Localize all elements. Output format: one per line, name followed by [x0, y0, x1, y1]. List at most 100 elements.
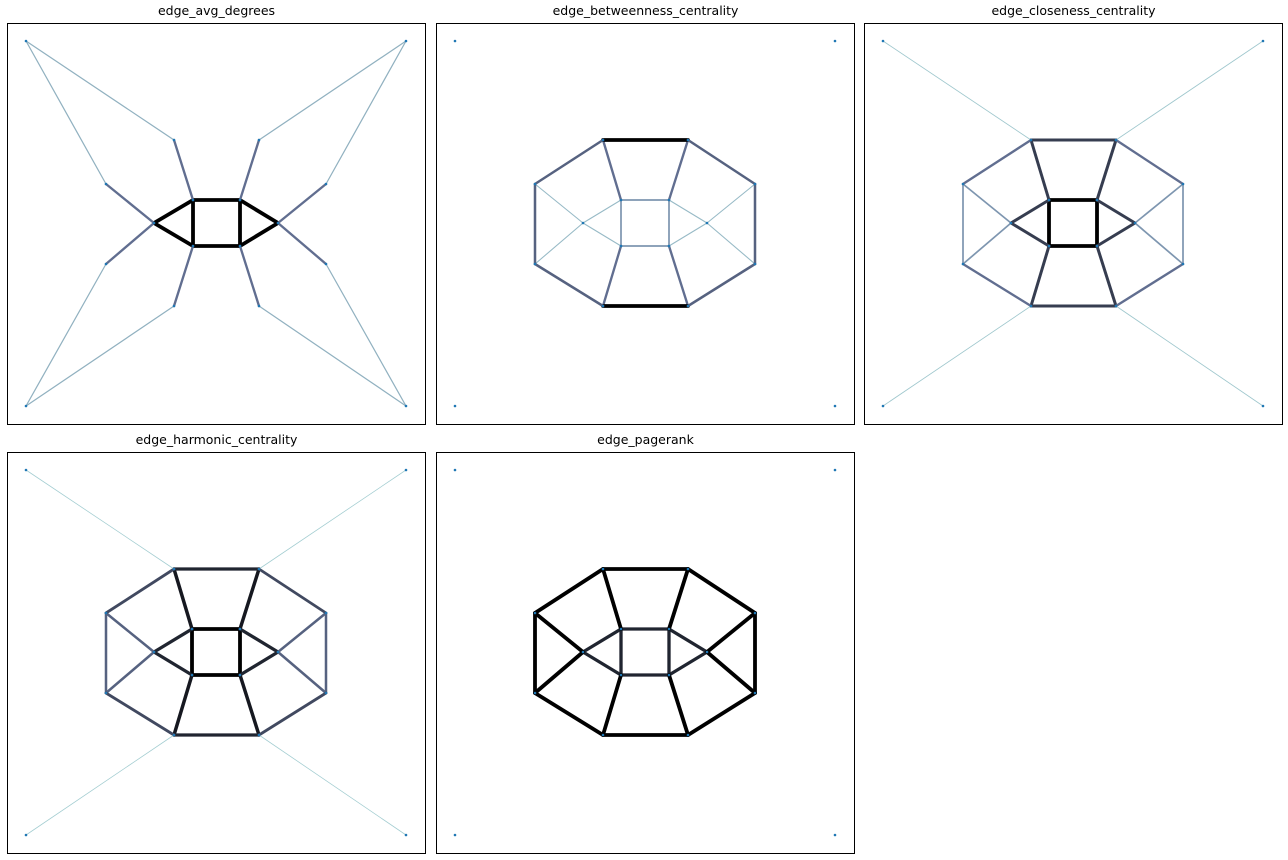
- graph-edge: [601, 138, 623, 202]
- graph-node: [581, 650, 585, 654]
- graph-node: [404, 833, 408, 837]
- graph-edge: [686, 138, 757, 186]
- graph-node: [753, 182, 757, 186]
- graph-node: [753, 691, 757, 695]
- graph-node: [1181, 262, 1185, 266]
- graph-node: [961, 262, 965, 266]
- graph-edge: [1095, 198, 1137, 225]
- graph-node: [257, 138, 261, 142]
- graph-node: [172, 138, 176, 142]
- panel-edge-harmonic-centrality: edge_harmonic_centrality: [7, 429, 426, 854]
- graph-node: [667, 198, 671, 202]
- panel-edge-pagerank: edge_pagerank: [436, 429, 855, 854]
- graph-edge: [581, 627, 623, 654]
- graph-node: [581, 221, 585, 225]
- graph-node: [619, 627, 623, 631]
- graph-node: [705, 650, 709, 654]
- graph-edge: [534, 222, 584, 265]
- graph-node: [324, 182, 328, 186]
- graph-edge: [172, 567, 194, 631]
- graph-edge: [882, 40, 1032, 141]
- graph-edge: [533, 691, 605, 737]
- graph-edge: [25, 734, 175, 836]
- graph-node: [24, 39, 28, 43]
- graph-node: [404, 39, 408, 43]
- graph-edge: [172, 673, 194, 737]
- graph-edge: [152, 221, 195, 248]
- graph-edge: [667, 673, 690, 737]
- graph-node: [601, 567, 605, 571]
- panel-edge-betweenness-centrality: edge_betweenness_centrality: [436, 0, 855, 425]
- graph-node: [238, 244, 242, 248]
- graph-edge: [258, 305, 407, 407]
- graph-node: [190, 673, 194, 677]
- graph-edge: [25, 305, 175, 407]
- graph-node: [1029, 138, 1033, 142]
- graph-node: [1047, 244, 1051, 248]
- graph-edge: [533, 262, 605, 308]
- graph-node: [686, 138, 690, 142]
- panel-title: edge_betweenness_centrality: [552, 3, 739, 18]
- panel-edge-closeness-centrality: edge_closeness_centrality: [864, 0, 1283, 425]
- graph-edge: [686, 262, 757, 308]
- graph-node: [601, 138, 605, 142]
- graph-edge: [238, 198, 280, 225]
- graph-edge: [104, 650, 156, 695]
- graph-node: [104, 611, 108, 615]
- graph-edge: [533, 650, 585, 695]
- graph-node: [961, 182, 965, 186]
- graph-node: [1261, 39, 1265, 43]
- graph-edge: [238, 627, 280, 654]
- graph-edge: [581, 650, 623, 677]
- graph-node: [104, 182, 108, 186]
- graph-edge: [258, 734, 407, 836]
- graph-edge: [276, 611, 328, 654]
- graph-edge: [25, 40, 175, 141]
- graph-edge: [668, 199, 708, 224]
- graph-node: [172, 733, 176, 737]
- graph-node: [191, 244, 195, 248]
- graph-node: [24, 468, 28, 472]
- graph-node: [1114, 304, 1118, 308]
- graph-node: [686, 567, 690, 571]
- graph-edge: [601, 567, 623, 631]
- graph-node: [1133, 221, 1137, 225]
- graph-edge: [962, 183, 1012, 224]
- graph-node: [833, 468, 837, 472]
- graph-edge: [1029, 244, 1051, 308]
- graph-node: [533, 691, 537, 695]
- graph-node: [404, 404, 408, 408]
- graph-node: [601, 733, 605, 737]
- graph-edge: [152, 627, 194, 654]
- graph-node: [238, 673, 242, 677]
- graph-edge: [152, 198, 195, 225]
- graph-edge: [1095, 138, 1118, 202]
- graph-edge: [667, 627, 709, 654]
- graph-edge: [25, 469, 175, 570]
- graph-node: [191, 198, 195, 202]
- graph-node: [104, 691, 108, 695]
- graph-edge: [667, 138, 690, 202]
- graph-node: [1047, 198, 1051, 202]
- graph-node: [1029, 304, 1033, 308]
- graph-node: [404, 468, 408, 472]
- graph-edge: [1115, 305, 1264, 407]
- graph-edge: [882, 305, 1032, 407]
- graph-edge: [533, 611, 585, 654]
- graph-edge: [705, 650, 757, 695]
- graph-edge: [1009, 221, 1051, 248]
- graph-node: [152, 221, 156, 225]
- graph-edge: [534, 183, 584, 224]
- graph-edge: [582, 199, 622, 224]
- graph-node: [24, 833, 28, 837]
- graph-node: [324, 262, 328, 266]
- graph-node: [276, 221, 280, 225]
- graph-edge: [172, 138, 195, 202]
- graph-node: [833, 39, 837, 43]
- graph-node: [324, 611, 328, 615]
- graph-edge: [258, 469, 407, 570]
- graph-edge: [1095, 221, 1137, 248]
- graph-edge: [1029, 138, 1051, 202]
- graph-node: [753, 611, 757, 615]
- graph-frame: [864, 23, 1283, 425]
